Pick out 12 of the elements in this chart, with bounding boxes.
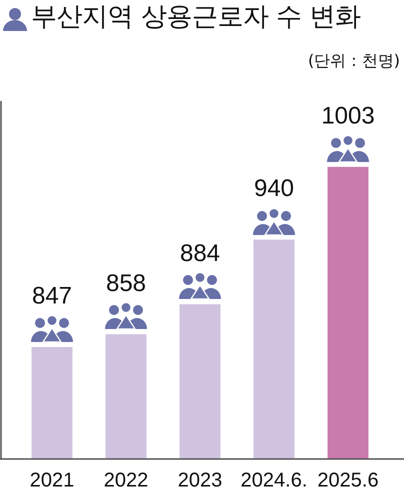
data-label: 940 [254,175,294,202]
x-tick-label: 2024.6. [240,470,308,492]
data-label: 1003 [321,102,375,130]
x-tick-label: 2025.6 [317,470,379,492]
data-label: 858 [106,270,146,297]
x-tick-label: 2022 [104,470,148,492]
chart-title: 부산지역 상용근로자 수 변화 [31,1,360,33]
x-tick-label: 2021 [30,470,74,492]
data-label: 847 [32,282,72,310]
x-tick-label: 2023 [178,470,222,492]
chart-subtitle: (단위 : 천명) [308,50,400,72]
data-label: 884 [180,240,220,267]
